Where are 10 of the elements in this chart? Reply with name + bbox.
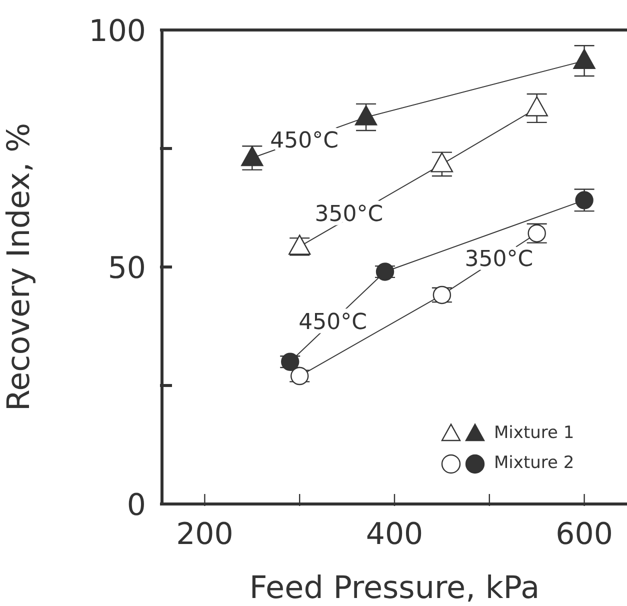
- x-tick-label: 400: [366, 517, 424, 552]
- x-axis-title: Feed Pressure, kPa: [249, 570, 540, 606]
- x-tick-label: 600: [556, 517, 613, 552]
- legend-label: Mixture 2: [494, 453, 574, 473]
- y-tick-label: 0: [126, 488, 146, 523]
- legend-label: Mixture 1: [494, 423, 574, 443]
- x-tick-label: 200: [176, 517, 234, 552]
- y-axis-title: Recovery Index, %: [1, 122, 38, 412]
- y-tick-label: 50: [108, 251, 146, 286]
- y-tick-label: 100: [88, 14, 146, 49]
